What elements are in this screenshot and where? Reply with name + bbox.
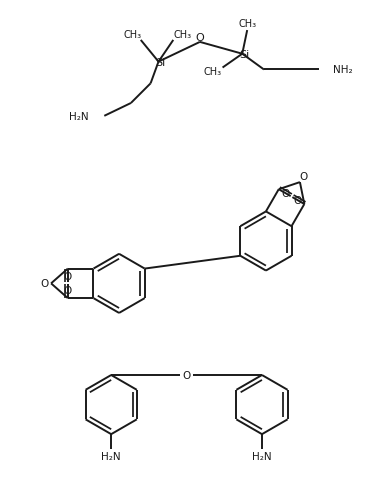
Text: NH₂: NH₂	[333, 65, 353, 75]
Text: H₂N: H₂N	[69, 111, 89, 121]
Text: O: O	[196, 33, 204, 43]
Text: O: O	[299, 172, 308, 182]
Text: O: O	[293, 196, 301, 205]
Text: CH₃: CH₃	[238, 19, 256, 29]
Text: O: O	[40, 279, 48, 289]
Text: O: O	[64, 286, 72, 296]
Text: CH₃: CH₃	[124, 30, 142, 40]
Text: Si: Si	[239, 49, 249, 60]
Text: Si: Si	[155, 58, 166, 68]
Text: O: O	[182, 370, 191, 380]
Text: CH₃: CH₃	[204, 67, 222, 77]
Text: O: O	[281, 189, 290, 199]
Text: CH₃: CH₃	[173, 30, 191, 40]
Text: O: O	[64, 272, 72, 282]
Text: H₂N: H₂N	[101, 451, 121, 461]
Text: H₂N: H₂N	[252, 451, 272, 461]
